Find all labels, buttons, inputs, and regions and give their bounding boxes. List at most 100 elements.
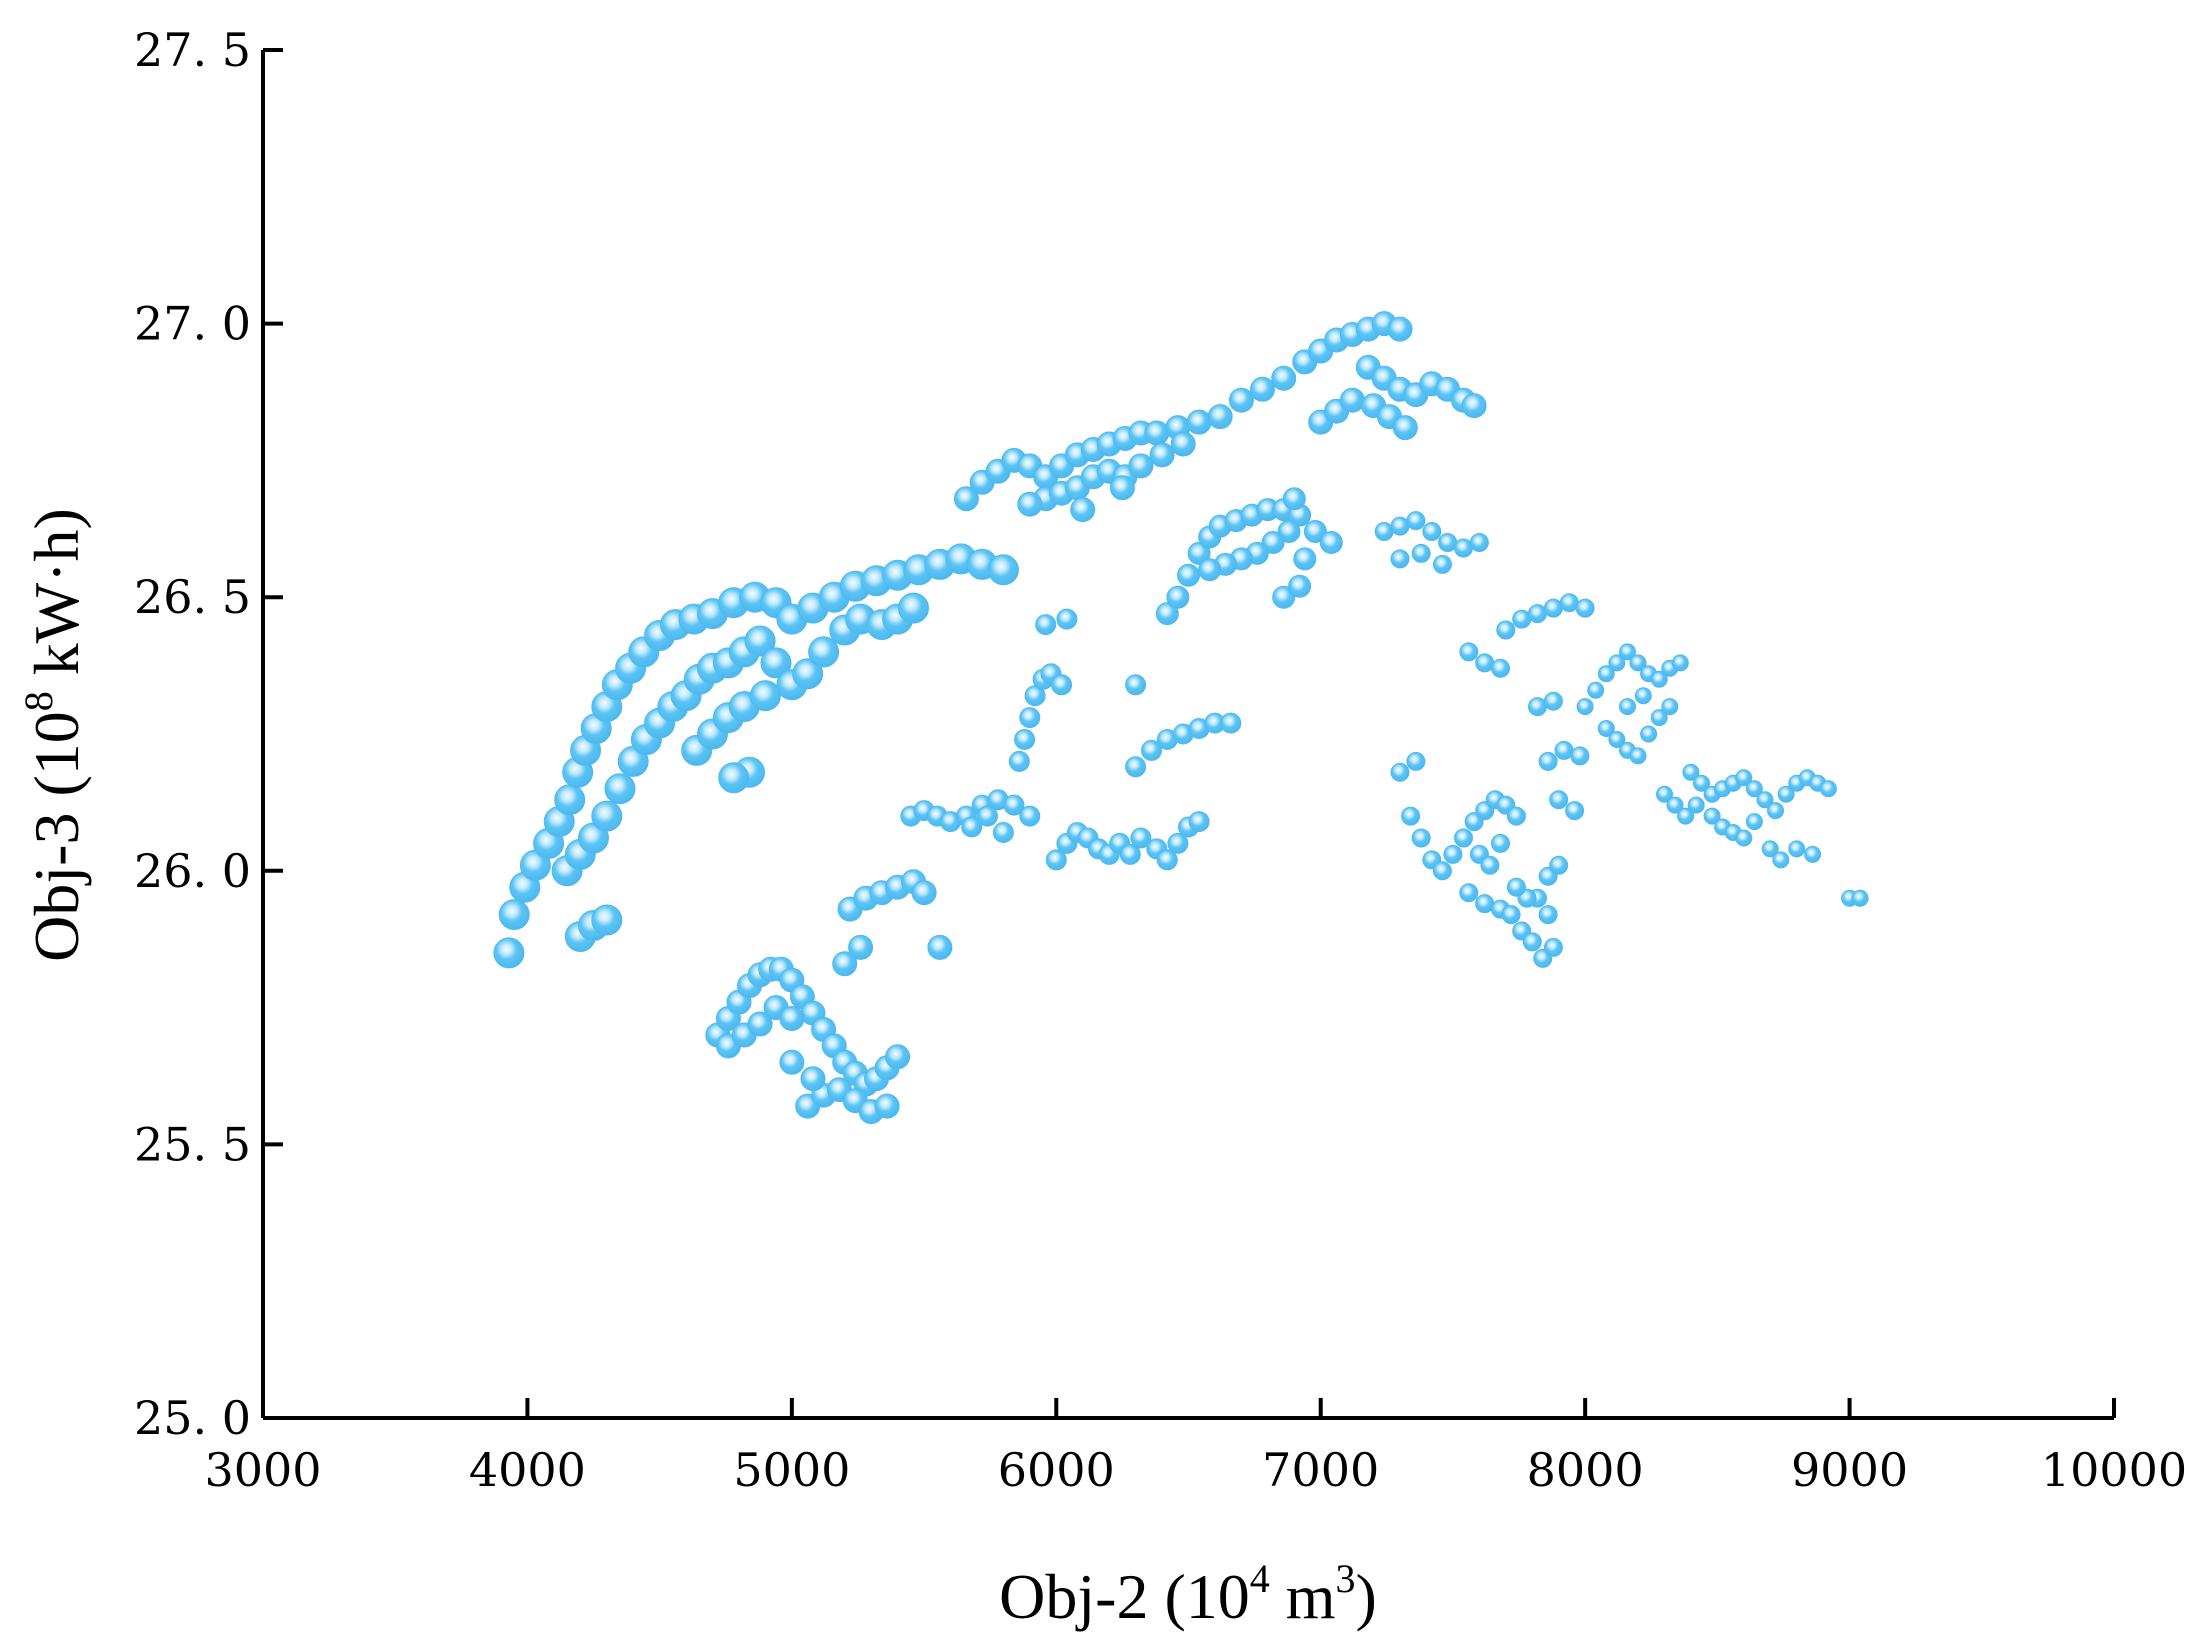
scatter-point [747, 1011, 773, 1037]
scatter-point [953, 486, 979, 512]
scatter-point [1650, 670, 1668, 688]
scatter-point [1650, 709, 1668, 727]
scatter-point [1187, 541, 1211, 565]
scatter-point [1003, 794, 1025, 816]
x-tick-label: 7000 [1262, 1443, 1379, 1497]
scatter-point [1687, 796, 1705, 814]
scatter-point [1661, 698, 1679, 716]
scatter-point [1491, 658, 1510, 678]
scatter-point [1303, 520, 1327, 543]
scatter-point [1277, 520, 1301, 543]
scatter-point [591, 800, 623, 832]
scatter-point [1528, 697, 1547, 717]
scatter-point [1549, 855, 1569, 875]
scatter-point [1501, 905, 1521, 925]
scatter-point [1703, 807, 1721, 825]
scatter-point [1008, 750, 1030, 772]
scatter-point [1339, 387, 1365, 413]
scatter-point [1051, 674, 1073, 696]
scatter-point [800, 1066, 826, 1092]
scatter-point [911, 880, 937, 906]
scatter-point [1506, 877, 1526, 897]
scatter-point [554, 784, 586, 816]
scatter-point [1671, 654, 1689, 672]
scatter-point [1411, 828, 1431, 848]
scatter-point [1125, 756, 1147, 778]
scatter-point [1693, 774, 1710, 792]
scatter-point [1475, 894, 1495, 914]
scatter-point [749, 680, 781, 712]
scatter-point [1014, 729, 1036, 750]
scatter-point [1819, 780, 1837, 798]
scatter-point [1411, 543, 1431, 563]
scatter-point [1035, 614, 1057, 636]
scatter-point [1207, 404, 1233, 430]
scatter-point [1475, 653, 1495, 673]
scatter-point [1735, 829, 1753, 847]
scatter-point [1788, 840, 1806, 858]
scatter-point [848, 934, 874, 960]
scatter-point [927, 934, 953, 960]
scatter-point [1228, 387, 1254, 413]
scatter-point [1119, 843, 1141, 865]
scatter-point [1271, 365, 1297, 391]
scatter-point [1496, 620, 1516, 640]
scatter-point [1459, 883, 1479, 903]
scatter-point [1390, 549, 1410, 569]
scatter-point [1130, 827, 1152, 849]
scatter-point [1538, 751, 1558, 771]
scatter-point [1155, 602, 1179, 626]
scatter-point [1851, 889, 1869, 907]
scatter-point [498, 899, 530, 931]
scatter-point [1401, 806, 1421, 826]
scatter-point [1767, 802, 1784, 820]
scatter-point [1543, 598, 1563, 618]
scatter-point [1619, 643, 1636, 661]
scatter-point [1538, 905, 1558, 925]
scatter-point [1735, 769, 1753, 787]
scatter-point [1070, 497, 1096, 523]
scatter-point [1543, 691, 1563, 711]
scatter-point [1406, 751, 1426, 771]
scatter-point [1198, 558, 1222, 582]
scatter-point [1149, 442, 1175, 468]
scatter-point [1288, 574, 1312, 598]
scatter-point [1454, 538, 1473, 558]
y-axis-ticks: 25. 0 25. 5 26. 0 26. 5 27. 0 27. 5 [134, 23, 283, 1445]
scatter-point [1506, 806, 1526, 826]
scatter-point [1045, 849, 1067, 871]
scatter-point [1019, 805, 1041, 827]
scatter-point [1374, 522, 1394, 541]
scatter-point [604, 773, 636, 805]
scatter-point [1144, 420, 1170, 446]
scatter-point [1634, 687, 1652, 705]
y-tick-label: 25. 5 [134, 1117, 251, 1171]
scatter-point [1390, 762, 1410, 782]
scatter-point [1170, 431, 1196, 457]
scatter-point [718, 762, 750, 794]
x-tick-label: 8000 [1527, 1443, 1644, 1497]
scatter-point [1432, 554, 1452, 574]
plot-area [493, 311, 1869, 1125]
scatter-point [1619, 698, 1636, 716]
x-tick-label: 4000 [469, 1443, 586, 1497]
y-axis-title: Obj-3 (108 kW·h) [16, 508, 92, 962]
scatter-point [779, 1006, 805, 1031]
x-tick-label: 10000 [2041, 1443, 2185, 1497]
scatter-point [1804, 845, 1822, 863]
scatter-point [493, 937, 525, 969]
scatter-point [1543, 937, 1563, 957]
scatter-point [1608, 654, 1626, 672]
scatter-point [1575, 598, 1595, 618]
scatter-point [1608, 731, 1626, 748]
x-axis-title: Obj-2 (104 m3) [999, 1556, 1377, 1632]
scatter-point [1559, 593, 1579, 613]
x-tick-label: 9000 [1791, 1443, 1908, 1497]
scatter-point [1570, 746, 1590, 766]
scatter-point [1392, 415, 1418, 441]
scatter-point [1469, 533, 1489, 552]
scatter-point [1777, 785, 1795, 803]
scatter-point [1629, 747, 1647, 765]
scatter-point [1745, 813, 1763, 831]
scatter-point [1293, 547, 1317, 571]
